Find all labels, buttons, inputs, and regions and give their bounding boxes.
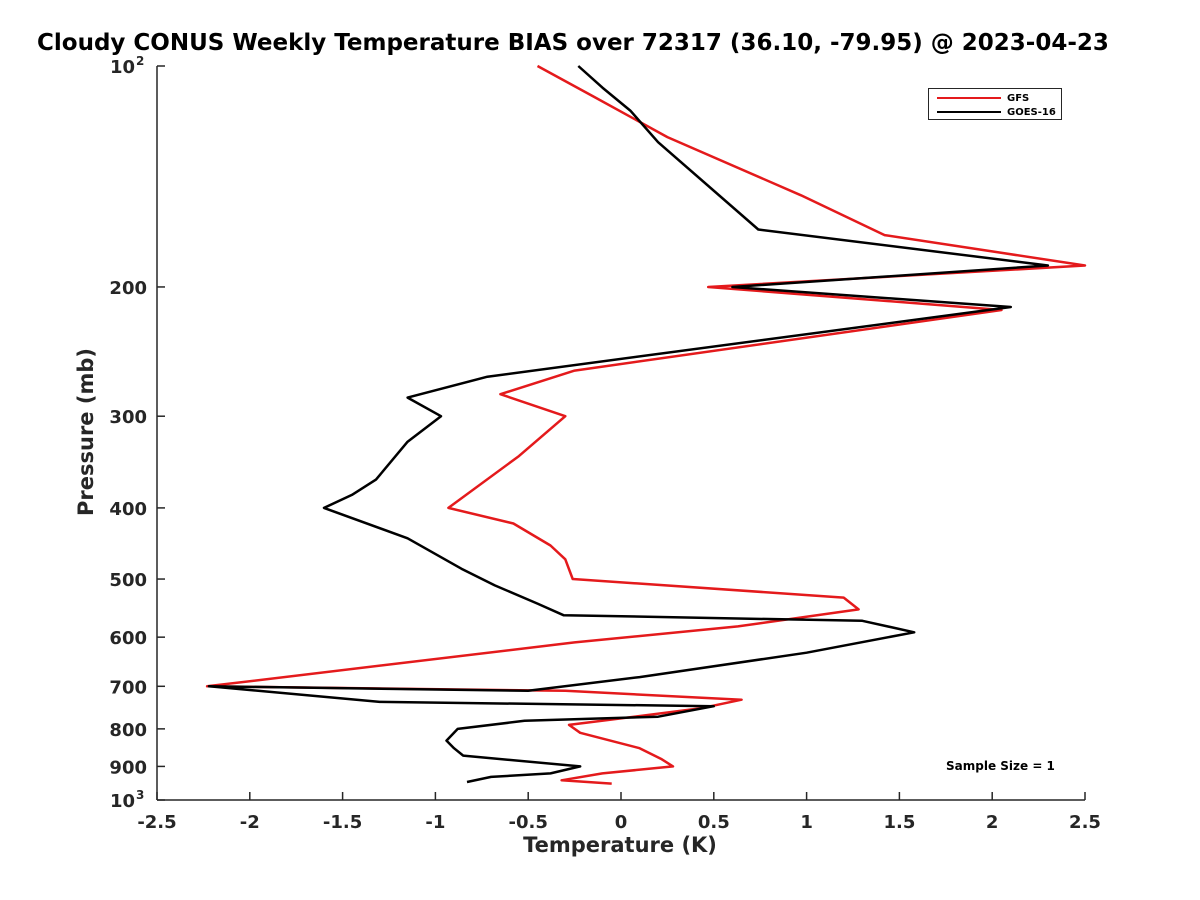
legend-item-goes16: GOES-16 (937, 105, 1056, 119)
y-tick-label: 10 (110, 791, 135, 812)
x-tick-label: 0 (615, 812, 628, 833)
legend-swatch-gfs (937, 96, 1001, 100)
x-tick-label: -1.5 (323, 812, 362, 833)
y-tick-label: 200 (109, 278, 147, 299)
legend-label-goes16: GOES-16 (1007, 106, 1056, 118)
y-tick-exponent: 3 (136, 788, 144, 802)
legend: GFS GOES-16 (928, 88, 1062, 120)
x-tick-label: 0.5 (698, 812, 730, 833)
x-tick-label: -2.5 (137, 812, 176, 833)
x-axis-label: Temperature (K) (523, 833, 717, 857)
y-tick-label: 500 (109, 570, 147, 591)
legend-label-gfs: GFS (1007, 92, 1030, 104)
y-tick-label: 800 (109, 720, 147, 741)
y-tick-label: 900 (109, 757, 147, 778)
y-tick-label: 600 (109, 628, 147, 649)
y-tick-label: 700 (109, 677, 147, 698)
legend-item-gfs: GFS (937, 91, 1029, 105)
x-tick-label: -0.5 (509, 812, 548, 833)
y-tick-exponent: 2 (136, 54, 144, 68)
x-tick-label: 2 (986, 812, 999, 833)
y-tick-label: 400 (109, 499, 147, 520)
series-line-goes16 (207, 65, 1050, 784)
x-tick-label: -2 (240, 812, 260, 833)
y-tick-label: 10 (110, 57, 135, 78)
chart-title: Cloudy CONUS Weekly Temperature BIAS ove… (37, 30, 1109, 56)
y-axis-label: Pressure (mb) (74, 348, 98, 516)
x-tick-label: 2.5 (1069, 812, 1101, 833)
sample-size-annotation: Sample Size = 1 (946, 759, 1055, 773)
legend-swatch-goes16 (937, 110, 1001, 114)
x-tick-label: 1.5 (883, 812, 915, 833)
x-tick-label: -1 (425, 812, 445, 833)
y-tick-label: 300 (109, 407, 147, 428)
x-tick-label: 1 (800, 812, 813, 833)
